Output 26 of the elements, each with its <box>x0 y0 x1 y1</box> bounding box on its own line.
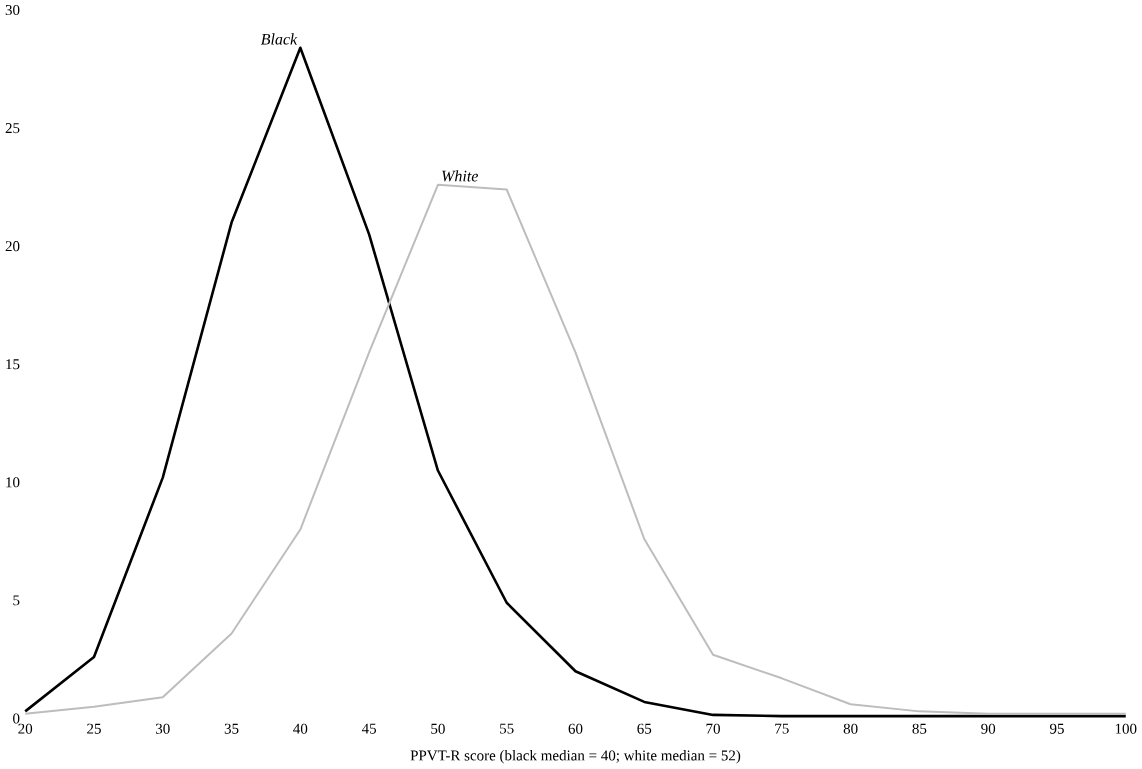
y-tick-label: 20 <box>5 241 20 252</box>
x-tick-label: 70 <box>706 723 720 734</box>
x-tick-label: 80 <box>843 723 858 734</box>
series-label: White <box>442 170 479 182</box>
y-tick-label: 10 <box>6 477 20 488</box>
x-tick-label: 50 <box>431 723 445 734</box>
y-tick-label: 5 <box>13 595 20 606</box>
x-tick-label: 35 <box>224 723 239 734</box>
x-tick-label: 30 <box>155 723 170 734</box>
y-tick-label: 0 <box>13 713 20 724</box>
x-axis-title: PPVT-R score (black median = 40; white median = 52) <box>410 750 741 764</box>
y-tick-label: 15 <box>6 359 20 370</box>
x-tick-label: 60 <box>568 723 583 734</box>
x-tick-label: 75 <box>775 723 789 734</box>
x-tick-label: 65 <box>637 723 652 734</box>
x-tick-label: 95 <box>1049 723 1064 734</box>
y-tick-label: 30 <box>5 5 20 16</box>
x-tick-label: 45 <box>361 723 377 734</box>
x-tick-label: 25 <box>87 723 101 734</box>
x-tick-label: 100 <box>1115 723 1137 734</box>
y-tick-label: 25 <box>5 123 20 134</box>
series-label: Black <box>260 33 298 45</box>
x-tick-label: 85 <box>912 723 927 734</box>
x-tick-label: 55 <box>500 723 514 734</box>
x-tick-label: 90 <box>981 723 996 734</box>
x-tick-label: 40 <box>293 723 308 734</box>
